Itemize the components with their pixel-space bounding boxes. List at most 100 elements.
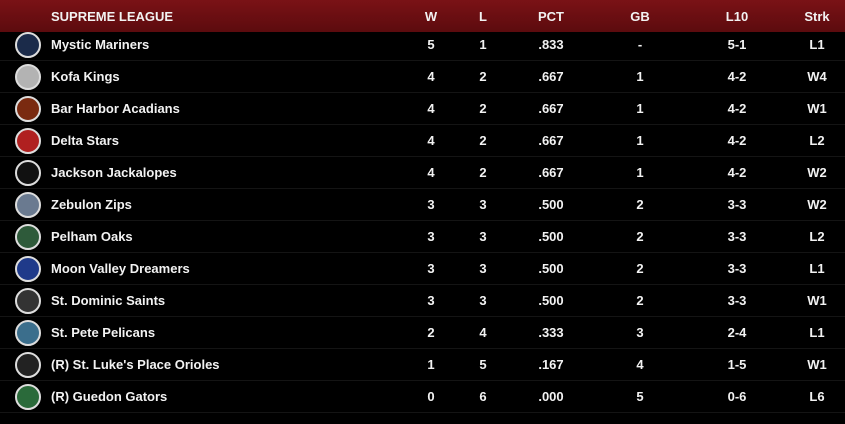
stat-cell: .500 [538, 197, 564, 212]
stat-cell: 3 [479, 293, 487, 308]
team-logo [15, 64, 41, 90]
stat-cell: .167 [538, 357, 564, 372]
stat-cell: 1 [636, 133, 644, 148]
stat-cell: W2 [807, 197, 827, 212]
stat-cell: 4 [427, 101, 435, 116]
stat-cell: 4-2 [727, 69, 747, 84]
team-logo [15, 224, 41, 250]
stat-cell: L2 [809, 133, 825, 148]
table-row: St. Pete Pelicans 2 4 .333 3 2-4 L1 [0, 317, 845, 349]
team-logo [15, 320, 41, 346]
stat-cell: 3 [427, 293, 435, 308]
stat-cell: 3 [427, 261, 435, 276]
team-name: Kofa Kings [51, 69, 120, 84]
stat-cell: .500 [538, 261, 564, 276]
stat-cell: 4 [479, 325, 487, 340]
team-logo [15, 160, 41, 186]
stat-cell: 5 [636, 389, 644, 404]
stat-cell: .000 [538, 389, 564, 404]
stat-cell: 3 [427, 197, 435, 212]
stat-cell: L1 [809, 325, 825, 340]
team-name: St. Dominic Saints [51, 293, 166, 308]
stat-cell: 2 [636, 197, 644, 212]
stat-cell: 2 [479, 165, 487, 180]
stat-cell: 4-2 [727, 133, 747, 148]
stat-cell: W4 [807, 69, 827, 84]
stat-cell: 4-2 [727, 101, 747, 116]
stat-cell: W1 [807, 357, 827, 372]
team-logo [15, 288, 41, 314]
stat-cell: W1 [807, 101, 827, 116]
team-name: (R) St. Luke's Place Orioles [51, 357, 220, 372]
team-name: Zebulon Zips [51, 197, 132, 212]
stat-cell: 3 [479, 261, 487, 276]
stat-cell: 1 [636, 101, 644, 116]
stat-cell: 6 [479, 389, 487, 404]
stat-cell: 2 [636, 261, 644, 276]
stat-cell: 2 [427, 325, 435, 340]
stat-cell: 1 [479, 37, 487, 52]
team-name: Pelham Oaks [51, 229, 133, 244]
stat-cell: 2 [479, 133, 487, 148]
table-row: Jackson Jackalopes 4 2 .667 1 4-2 W2 [0, 157, 845, 189]
team-logo [15, 352, 41, 378]
stat-cell: L1 [809, 37, 825, 52]
table-row: Pelham Oaks 3 3 .500 2 3-3 L2 [0, 221, 845, 253]
stat-cell: 0-6 [727, 389, 747, 404]
team-name: Jackson Jackalopes [51, 165, 177, 180]
stat-cell: 1 [636, 69, 644, 84]
stat-cell: 3-3 [727, 261, 747, 276]
column-header: L [479, 9, 487, 24]
stat-cell: .667 [538, 101, 564, 116]
stat-cell: .667 [538, 69, 564, 84]
column-header: W [424, 9, 438, 24]
stat-cell: L6 [809, 389, 825, 404]
stat-cell: 3 [479, 229, 487, 244]
stat-cell: 4-2 [727, 165, 747, 180]
stat-cell: .500 [538, 293, 564, 308]
table-row: Delta Stars 4 2 .667 1 4-2 L2 [0, 125, 845, 157]
table-row: Bar Harbor Acadians 4 2 .667 1 4-2 W1 [0, 93, 845, 125]
table-row: (R) St. Luke's Place Orioles 1 5 .167 4 1-5 W1 [0, 349, 845, 381]
table-row: Zebulon Zips 3 3 .500 2 3-3 W2 [0, 189, 845, 221]
stat-cell: 1 [427, 357, 435, 372]
stat-cell: 1 [636, 165, 644, 180]
stat-cell: 5-1 [727, 37, 747, 52]
stat-cell: 3 [479, 197, 487, 212]
stat-cell: 0 [427, 389, 435, 404]
team-logo [15, 384, 41, 410]
stat-cell: 4 [427, 69, 435, 84]
stat-cell: L1 [809, 261, 825, 276]
stat-cell: 2 [479, 69, 487, 84]
stat-cell: 2 [479, 101, 487, 116]
stat-cell: 3-3 [727, 293, 747, 308]
team-name: Moon Valley Dreamers [51, 261, 190, 276]
stat-cell: .667 [538, 165, 564, 180]
table-row: Kofa Kings 4 2 .667 1 4-2 W4 [0, 61, 845, 93]
stat-cell: W1 [807, 293, 827, 308]
table-row: Mystic Mariners 5 1 .833 - 5-1 L1 [0, 29, 845, 61]
stat-cell: .667 [538, 133, 564, 148]
stat-cell: 5 [479, 357, 487, 372]
team-name: St. Pete Pelicans [51, 325, 156, 340]
stat-cell: 2-4 [727, 325, 747, 340]
team-name: Mystic Mariners [51, 37, 150, 52]
header-bar: SUPREME LEAGUE W L PCT GB L10 Strk [0, 0, 845, 32]
stat-cell: 3 [636, 325, 644, 340]
column-header: Strk [804, 9, 830, 24]
column-header: PCT [538, 9, 564, 24]
stat-cell: 3-3 [727, 197, 747, 212]
team-logo [15, 256, 41, 282]
column-header: SUPREME LEAGUE [51, 9, 174, 24]
stat-cell: 3 [427, 229, 435, 244]
team-name: (R) Guedon Gators [51, 389, 168, 404]
table-row: (R) Guedon Gators 0 6 .000 5 0-6 L6 [0, 381, 845, 413]
stat-cell: 4 [427, 133, 435, 148]
team-logo [15, 128, 41, 154]
stat-cell: W2 [807, 165, 827, 180]
stat-cell: .500 [538, 229, 564, 244]
stat-cell: 1-5 [727, 357, 747, 372]
column-header: L10 [725, 9, 749, 24]
column-header: GB [630, 9, 650, 24]
stat-cell: - [637, 37, 643, 52]
